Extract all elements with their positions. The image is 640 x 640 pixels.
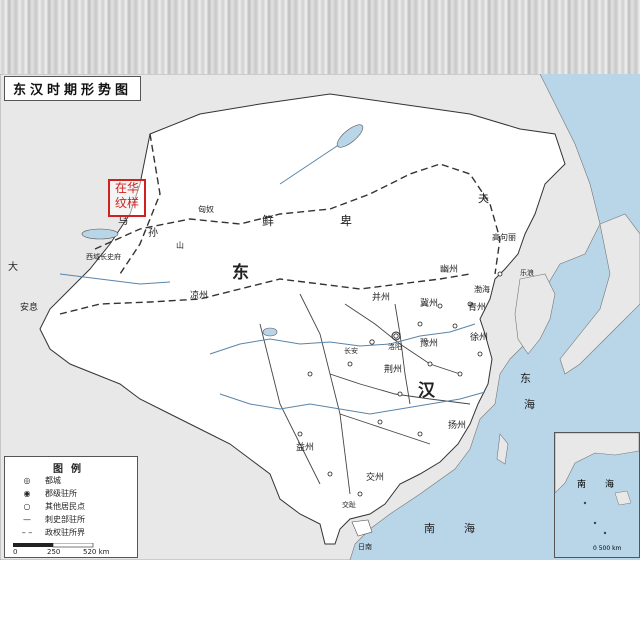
- label-lelang: 乐浪: [520, 269, 534, 277]
- legend-label: 郡级驻所: [45, 489, 77, 498]
- solid-line-icon: —: [23, 515, 31, 524]
- label-bohai: 渤海: [474, 285, 490, 294]
- label-rinan: 日南: [358, 543, 372, 551]
- legend-label: 都城: [45, 476, 61, 485]
- south-sea-inset: 南 海 0 500 km: [554, 432, 640, 558]
- inset-map: [555, 433, 639, 535]
- capital-luoyang-marker: [391, 331, 401, 341]
- legend-box: 图例 ◎ 都城 ◉ 郡级驻所 ○ 其他居民点 — 刺史部驻所 – – 政权驻所界…: [4, 456, 138, 558]
- label-dayuan: 大: [8, 262, 18, 273]
- label-qingzhou: 青州: [468, 303, 487, 313]
- scale-bar-graphic: [13, 543, 94, 548]
- label-liangzhou: 凉州: [190, 291, 209, 301]
- label-shanxi: 山: [176, 241, 184, 250]
- label-jingzhou: 荆州: [384, 365, 403, 375]
- inset-label-1: 南: [577, 480, 587, 490]
- scale-mid: 250: [47, 548, 61, 556]
- commandery-symbol-icon: ◉: [23, 489, 31, 498]
- korean-peninsula: [514, 273, 556, 355]
- settlement-symbol-icon: ○: [23, 502, 31, 511]
- inset-scale: 0 500 km: [593, 545, 622, 552]
- japan-islands: [559, 213, 640, 375]
- label-anxi: 安息: [20, 303, 39, 313]
- label-nanhai-2: 海: [464, 522, 475, 535]
- hainan-island: [351, 519, 373, 537]
- label-donghai-1: 东: [520, 372, 531, 385]
- label-changan: 长安: [344, 347, 358, 355]
- map-canvas: [0, 74, 640, 560]
- label-wusun-1: 乌: [118, 216, 128, 227]
- label-xuzhou: 徐州: [470, 333, 489, 343]
- legend-label: 政权驻所界: [45, 528, 85, 537]
- scale-max: 520 km: [83, 548, 110, 556]
- stamp-line-2: 纹样: [114, 196, 139, 210]
- label-luoyang: 洛阳: [388, 343, 402, 351]
- label-xianbei-2: 卑: [340, 214, 353, 228]
- legend-row-boundary: – – 政权驻所界: [13, 527, 85, 538]
- dashed-line-icon: – –: [21, 528, 33, 537]
- blurred-header-band: [0, 0, 640, 74]
- qinghai-lake: [262, 327, 278, 337]
- label-nanhai-1: 南: [424, 522, 435, 535]
- label-jiaozhi: 交趾: [342, 501, 356, 509]
- label-yangzhou: 扬州: [448, 421, 467, 431]
- inset-label-2: 海: [605, 480, 615, 490]
- scale-bar: 0 250 520 km: [13, 543, 113, 556]
- label-donghai-2: 海: [524, 398, 535, 411]
- label-gaojuli: 高句丽: [492, 233, 516, 242]
- legend-row-inspector: — 刺史部驻所: [13, 514, 85, 525]
- label-bingzhou: 并州: [372, 293, 391, 303]
- xianbei-boundary: [94, 163, 501, 275]
- stamp-line-1: 在华: [114, 181, 139, 195]
- balkhash-lake: [81, 228, 119, 240]
- baikal-lake: [336, 124, 364, 148]
- western-frontier: [119, 133, 161, 275]
- province-lines: [259, 293, 471, 495]
- settlement-dots: [297, 271, 503, 497]
- label-yuzhou: 豫州: [420, 339, 439, 349]
- eastern-han-territory: [39, 93, 566, 545]
- red-seal-stamp: 在华 纹样: [108, 179, 146, 217]
- legend-row-capital: ◎ 都城: [13, 475, 62, 486]
- taiwan-island: [496, 433, 509, 465]
- map-title: 东汉时期形势图: [4, 76, 142, 101]
- legend-title: 图例: [53, 464, 89, 475]
- rivers: [59, 143, 486, 415]
- label-han: 汉: [418, 381, 435, 401]
- legend-row-commandery: ◉ 郡级驻所: [13, 488, 78, 499]
- label-xianbei-1: 鲜: [262, 214, 275, 228]
- label-xiyu: 西域长史府: [86, 253, 121, 261]
- label-wusun-2: 孙: [148, 228, 158, 239]
- capital-symbol-icon: ◎: [23, 476, 31, 485]
- legend-row-settlement: ○ 其他居民点: [13, 501, 86, 512]
- blank-footer-area: [0, 560, 640, 640]
- label-xiongnu: 匈奴: [198, 205, 214, 214]
- label-yizhou: 益州: [296, 443, 315, 453]
- label-jizhou: 冀州: [420, 299, 439, 309]
- legend-label: 刺史部驻所: [45, 515, 85, 524]
- legend-label: 其他居民点: [45, 502, 85, 511]
- label-jiaozhou: 交州: [366, 473, 385, 483]
- label-dong: 东: [232, 263, 249, 283]
- northern-frontier: [59, 273, 471, 315]
- label-fuyu: 夫: [478, 192, 489, 205]
- scale-zero: 0: [13, 548, 18, 556]
- label-youzhou: 幽州: [440, 265, 459, 275]
